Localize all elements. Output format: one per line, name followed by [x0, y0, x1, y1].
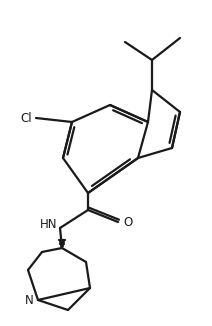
Text: N: N: [25, 293, 34, 306]
Text: HN: HN: [39, 218, 57, 231]
Text: Cl: Cl: [20, 111, 32, 125]
Text: O: O: [123, 215, 132, 229]
